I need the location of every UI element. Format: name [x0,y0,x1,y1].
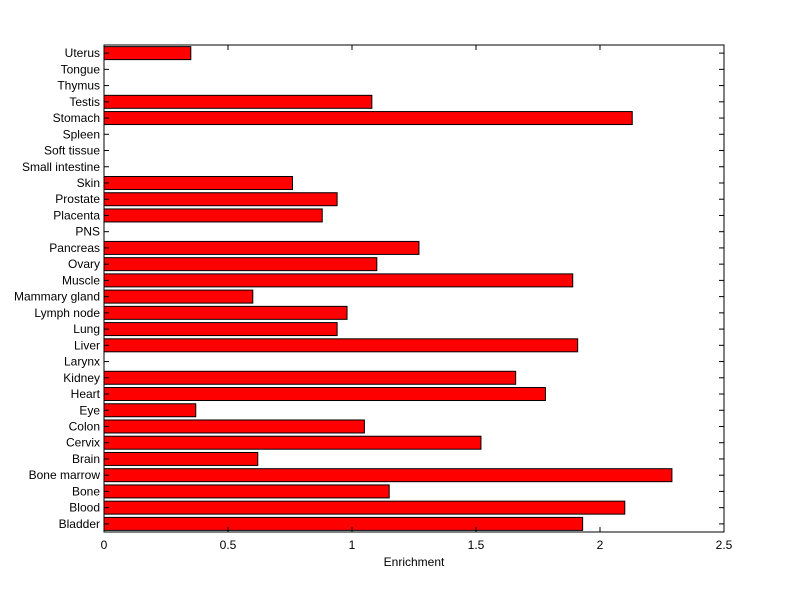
x-tick-label-1: 0.5 [220,538,237,552]
category-label-testis: Testis [69,95,100,109]
category-label-pns: PNS [75,225,100,239]
category-label-bladder: Bladder [59,517,100,531]
category-label-placenta: Placenta [53,208,100,222]
bars-group [103,46,673,531]
bar-liver [103,338,579,353]
x-axis-label: Enrichment [384,555,445,569]
bar-muscle [103,273,574,288]
bar-bone [103,484,390,499]
bar-bone-marrow [103,468,673,483]
category-label-cervix: Cervix [66,436,100,450]
category-label-pancreas: Pancreas [49,241,100,255]
bar-cervix [103,435,482,450]
category-label-lymph-node: Lymph node [34,306,100,320]
x-tick-label-4: 2 [597,538,604,552]
category-label-ovary: Ovary [68,257,100,271]
category-label-eye: Eye [79,403,100,417]
category-label-heart: Heart [71,387,101,401]
bar-uterus [103,46,192,61]
category-label-tongue: Tongue [61,62,101,76]
axes-frame [103,44,725,533]
category-label-uterus: Uterus [65,46,100,60]
bar-heart [103,387,546,402]
bar-brain [103,451,259,466]
bar-skin [103,175,293,190]
x-tick-label-3: 1.5 [468,538,485,552]
category-label-spleen: Spleen [63,127,100,141]
bar-kidney [103,370,517,385]
x-tick-label-2: 1 [349,538,356,552]
category-label-brain: Brain [72,452,100,466]
category-label-lung: Lung [73,322,100,336]
category-labels: Uterus Tongue Thymus Testis Stomach Spleen Sof… [14,46,101,531]
category-label-small-intestine: Small intestine [22,160,100,174]
bar-colon [103,419,365,434]
category-label-skin: Skin [77,176,100,190]
category-label-muscle: Muscle [62,273,100,287]
bar-blood [103,500,626,515]
category-label-prostate: Prostate [55,192,100,206]
bar-placenta [103,208,323,223]
category-label-blood: Blood [69,501,100,515]
category-label-mammary-gland: Mammary gland [14,290,100,304]
category-label-larynx: Larynx [64,355,100,369]
category-label-bone-marrow: Bone marrow [29,468,101,482]
category-label-thymus: Thymus [57,79,100,93]
bar-pancreas [103,240,420,255]
category-label-colon: Colon [69,419,100,433]
category-label-liver: Liver [74,338,100,352]
category-label-bone: Bone [72,484,100,498]
bar-ovary [103,257,378,272]
bar-bladder [103,516,584,531]
bar-stomach [103,111,633,126]
bar-eye [103,403,197,418]
x-tick-labels: 0 0.5 1 1.5 2 2.5 [101,538,733,552]
bar-prostate [103,192,338,207]
category-label-kidney: Kidney [63,371,100,385]
bar-mammary-gland [103,289,254,304]
bar-testis [103,94,373,109]
category-label-soft-tissue: Soft tissue [44,144,100,158]
x-tick-label-0: 0 [101,538,108,552]
bar-lymph-node [103,305,348,320]
bar-lung [103,322,338,337]
x-tick-label-5: 2.5 [716,538,733,552]
category-label-stomach: Stomach [53,111,100,125]
